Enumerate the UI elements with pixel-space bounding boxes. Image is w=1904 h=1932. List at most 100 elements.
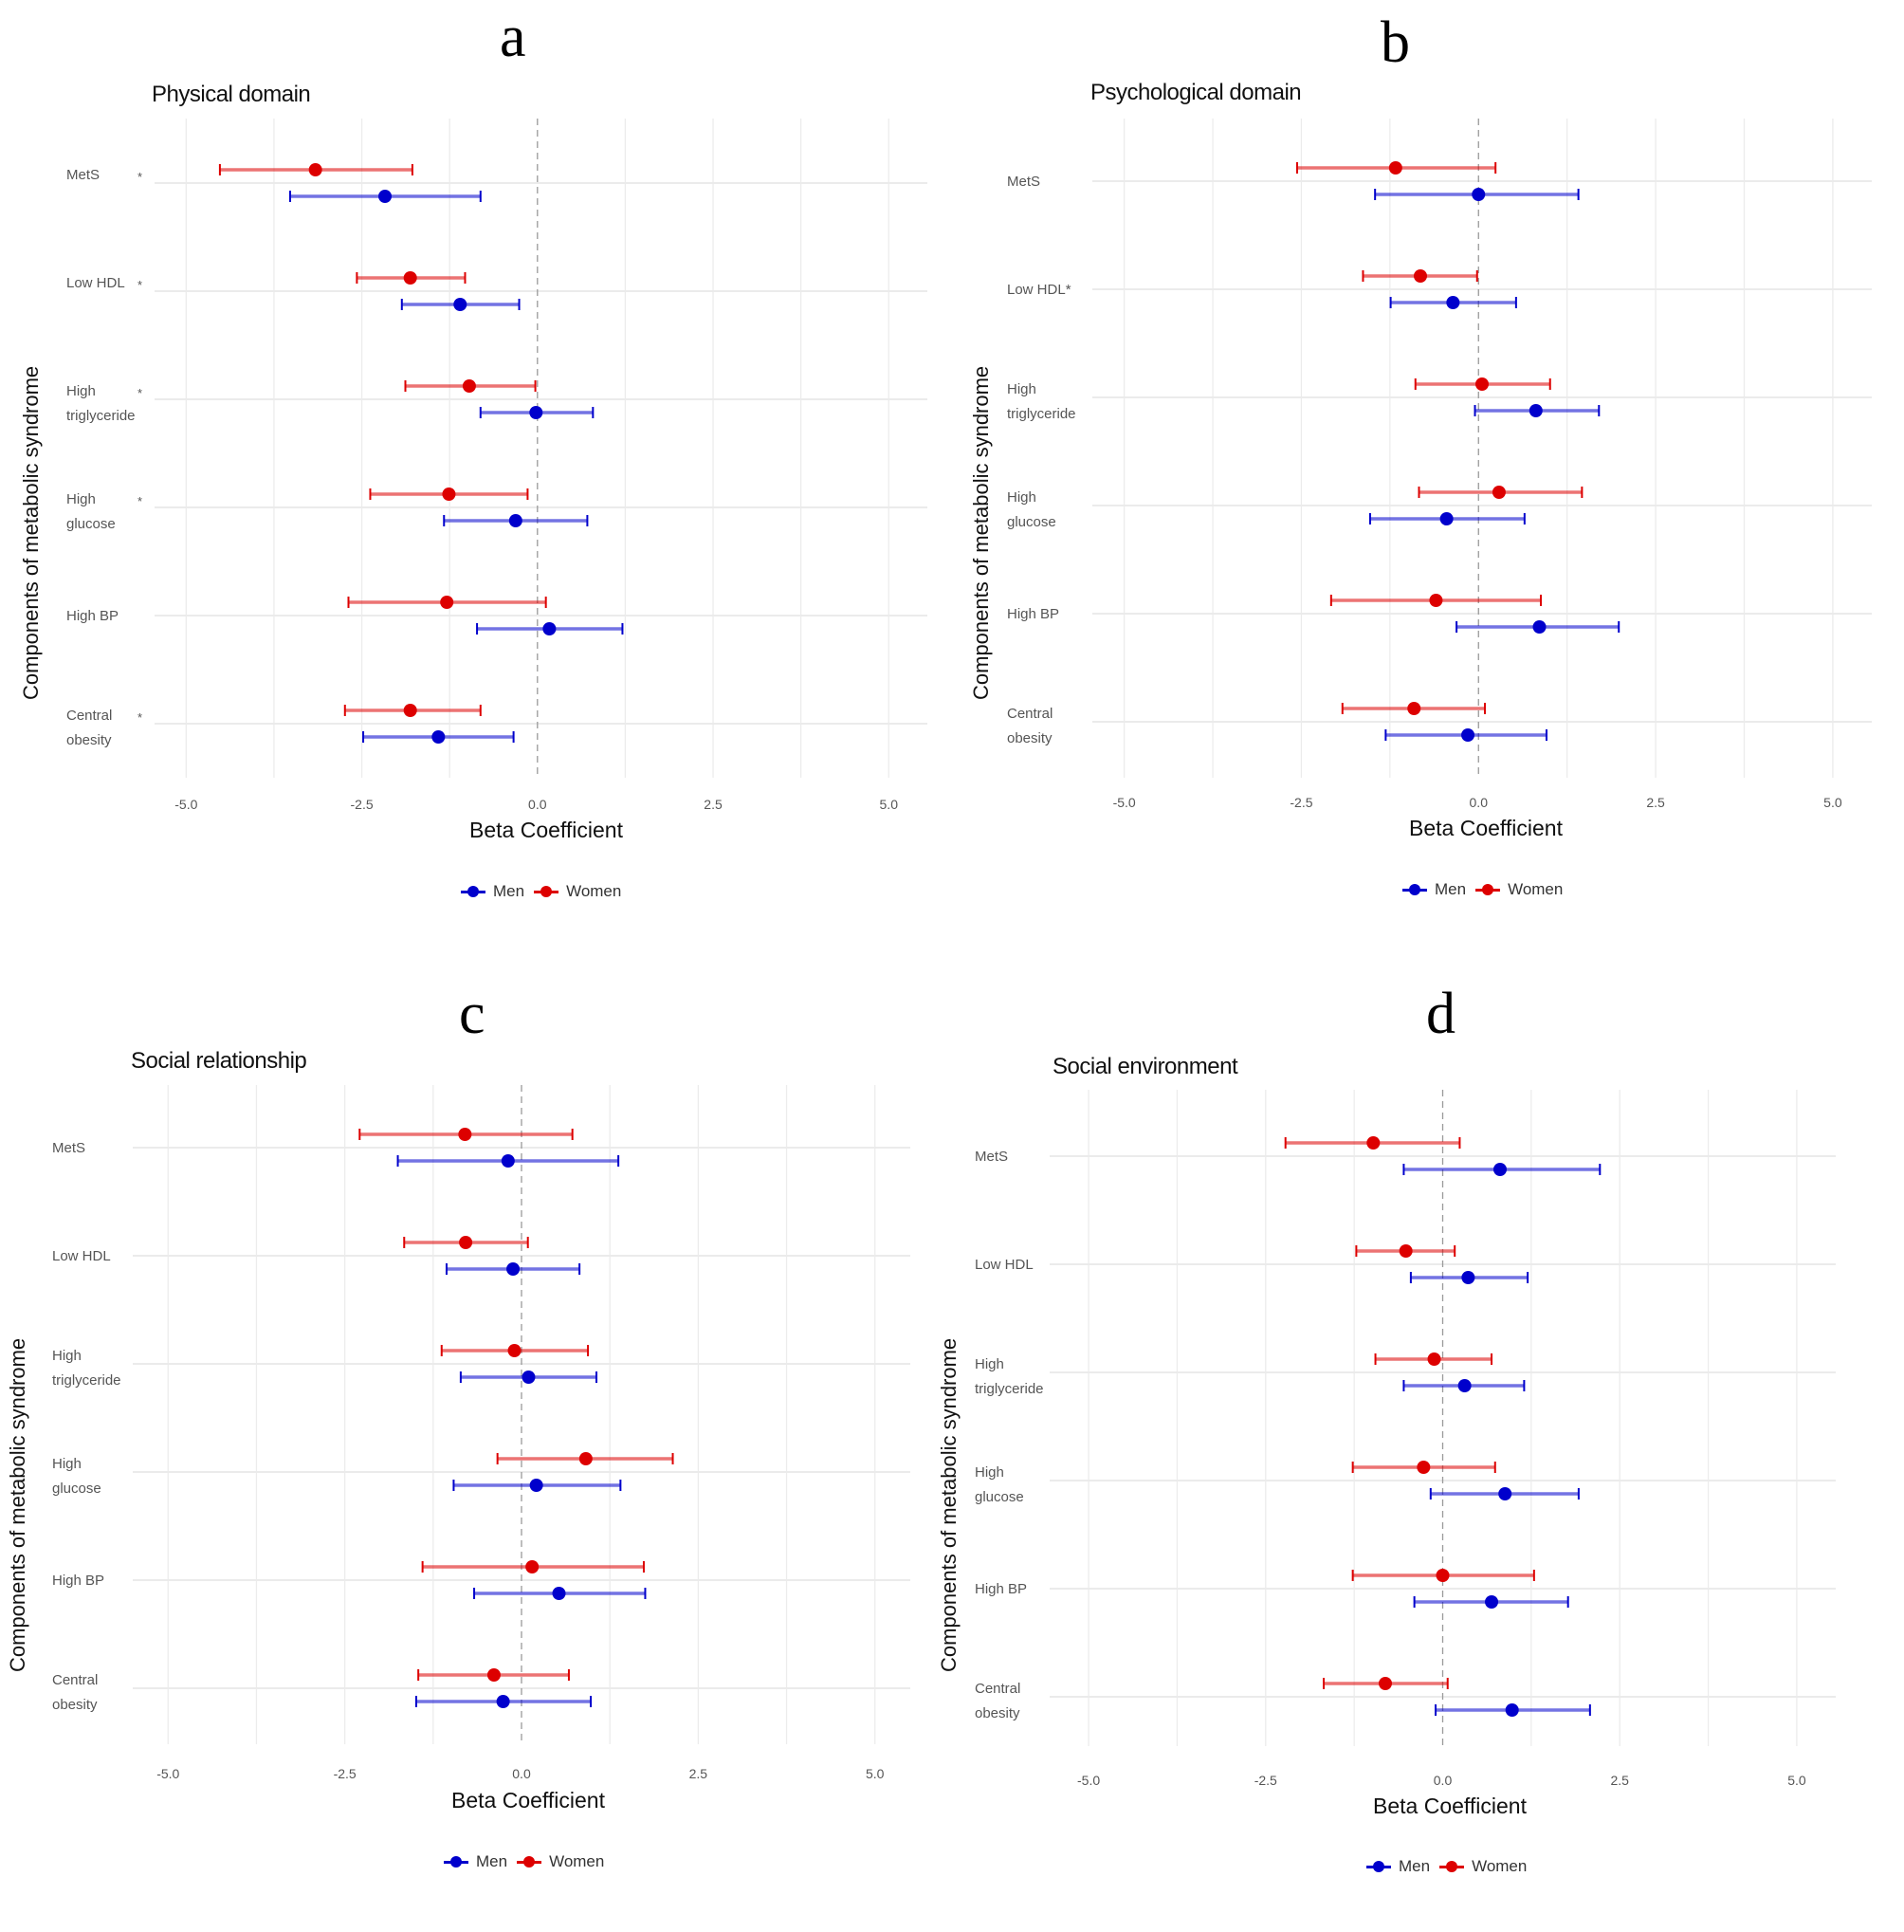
category-label: High triglyceride [975, 1356, 1044, 1397]
legend-label-women: Women [549, 1852, 605, 1870]
point-estimate [542, 622, 557, 635]
point-estimate [522, 1371, 536, 1384]
point-estimate [1379, 1677, 1393, 1690]
legend-item-men: Men [1402, 880, 1466, 899]
category-label: Central obesity [1007, 706, 1053, 746]
x-tick-label: 5.0 [1823, 795, 1842, 810]
significance-marker: * [137, 278, 142, 292]
point-estimate [308, 163, 322, 176]
category-label: High glucose [66, 491, 116, 532]
point-estimate [1529, 404, 1543, 417]
x-tick-label: 0.0 [528, 797, 547, 812]
panel-title: Psychological domain [1090, 80, 1302, 105]
significance-marker: * [137, 170, 142, 184]
point-estimate [529, 406, 543, 419]
category-label: Central obesity [975, 1681, 1020, 1721]
legend-item-women: Women [1475, 880, 1563, 899]
point-estimate [525, 1560, 540, 1573]
point-estimate [1429, 594, 1443, 607]
series-men [396, 1154, 647, 1708]
panel-letter: a [500, 5, 526, 69]
legend-label-men: Men [493, 882, 525, 900]
legend-label-men: Men [1435, 880, 1467, 898]
legend-label-men: Men [1399, 1857, 1431, 1875]
point-estimate [1399, 1244, 1413, 1258]
legend-label-women: Women [566, 882, 622, 900]
category-label: High glucose [975, 1464, 1024, 1505]
point-estimate [1417, 1461, 1431, 1474]
legend-key-men-icon [461, 885, 485, 898]
point-estimate [529, 1479, 543, 1492]
point-estimate [1498, 1487, 1512, 1500]
x-tick-label: -5.0 [174, 797, 197, 812]
category-label: Central obesity [66, 708, 112, 748]
legend-label-women: Women [1508, 880, 1564, 898]
point-estimate [1485, 1595, 1499, 1609]
category-label: High BP [1007, 606, 1059, 622]
x-tick-label: 0.0 [1434, 1773, 1453, 1788]
x-tick-label: -5.0 [1077, 1773, 1100, 1788]
point-estimate [1439, 512, 1454, 525]
x-tick-label: -2.5 [351, 797, 374, 812]
point-estimate [1505, 1703, 1519, 1717]
point-estimate [440, 596, 454, 609]
x-tick-label: 5.0 [880, 797, 899, 812]
point-estimate [506, 1262, 521, 1276]
point-estimate [552, 1587, 566, 1600]
significance-marker: * [137, 386, 142, 400]
category-label: Low HDL [52, 1248, 111, 1264]
legend-key-women-icon [1475, 883, 1501, 896]
x-tick-label: -2.5 [334, 1766, 357, 1781]
forest-plot-c: -5.0 -2.5 0.0 2.5 5.0 MetS Low HDL High triglyce… [52, 1085, 910, 1781]
point-estimate [501, 1154, 515, 1168]
x-tick-label: 5.0 [1787, 1773, 1806, 1788]
legend-key-women-icon [517, 1855, 542, 1868]
legend-item-women: Women [517, 1852, 604, 1871]
category-label: High triglyceride [1007, 381, 1076, 422]
point-estimate [578, 1452, 593, 1465]
point-estimate [458, 1128, 472, 1141]
x-axis-title: Beta Coefficient [469, 818, 623, 842]
point-estimate [507, 1344, 522, 1357]
legend-item-men: Men [1366, 1857, 1430, 1876]
point-estimate [1446, 296, 1460, 309]
point-estimate [431, 730, 446, 744]
x-axis-title: Beta Coefficient [1373, 1794, 1527, 1818]
category-label: High glucose [52, 1456, 101, 1497]
significance-marker: * [137, 494, 142, 508]
point-estimate [462, 379, 476, 393]
panel-title: Social environment [1053, 1054, 1238, 1079]
series-men [288, 190, 624, 744]
panel-b: b Psychological domain Components of met… [952, 0, 1904, 966]
point-estimate [1492, 1163, 1507, 1176]
point-estimate [1436, 1569, 1450, 1582]
point-estimate [486, 1668, 501, 1682]
category-label: High triglyceride [52, 1348, 121, 1389]
x-tick-label: -5.0 [1113, 795, 1136, 810]
panel-letter: d [1426, 982, 1455, 1046]
point-estimate [1492, 486, 1506, 499]
series-women [1295, 161, 1584, 715]
point-estimate [508, 514, 522, 527]
x-tick-label: -5.0 [156, 1766, 179, 1781]
category-label: MetS [66, 167, 100, 183]
x-axis-title: Beta Coefficient [451, 1788, 605, 1812]
point-estimate [442, 488, 456, 501]
point-estimate [1461, 728, 1475, 742]
gridlines [1092, 119, 1872, 778]
x-tick-label: 2.5 [704, 797, 723, 812]
panel-title: Physical domain [152, 82, 311, 107]
series-men [1368, 188, 1620, 742]
point-estimate [403, 271, 417, 285]
legend: Men Women [461, 882, 621, 901]
category-label: High BP [66, 608, 119, 624]
x-tick-label: 0.0 [512, 1766, 531, 1781]
category-label: High glucose [1007, 489, 1056, 530]
legend-item-women: Women [1439, 1857, 1527, 1876]
point-estimate [1388, 161, 1402, 175]
panel-letter: c [459, 982, 485, 1046]
legend-item-women: Women [534, 882, 621, 901]
x-tick-label: 2.5 [1646, 795, 1665, 810]
legend-label-women: Women [1472, 1857, 1528, 1875]
